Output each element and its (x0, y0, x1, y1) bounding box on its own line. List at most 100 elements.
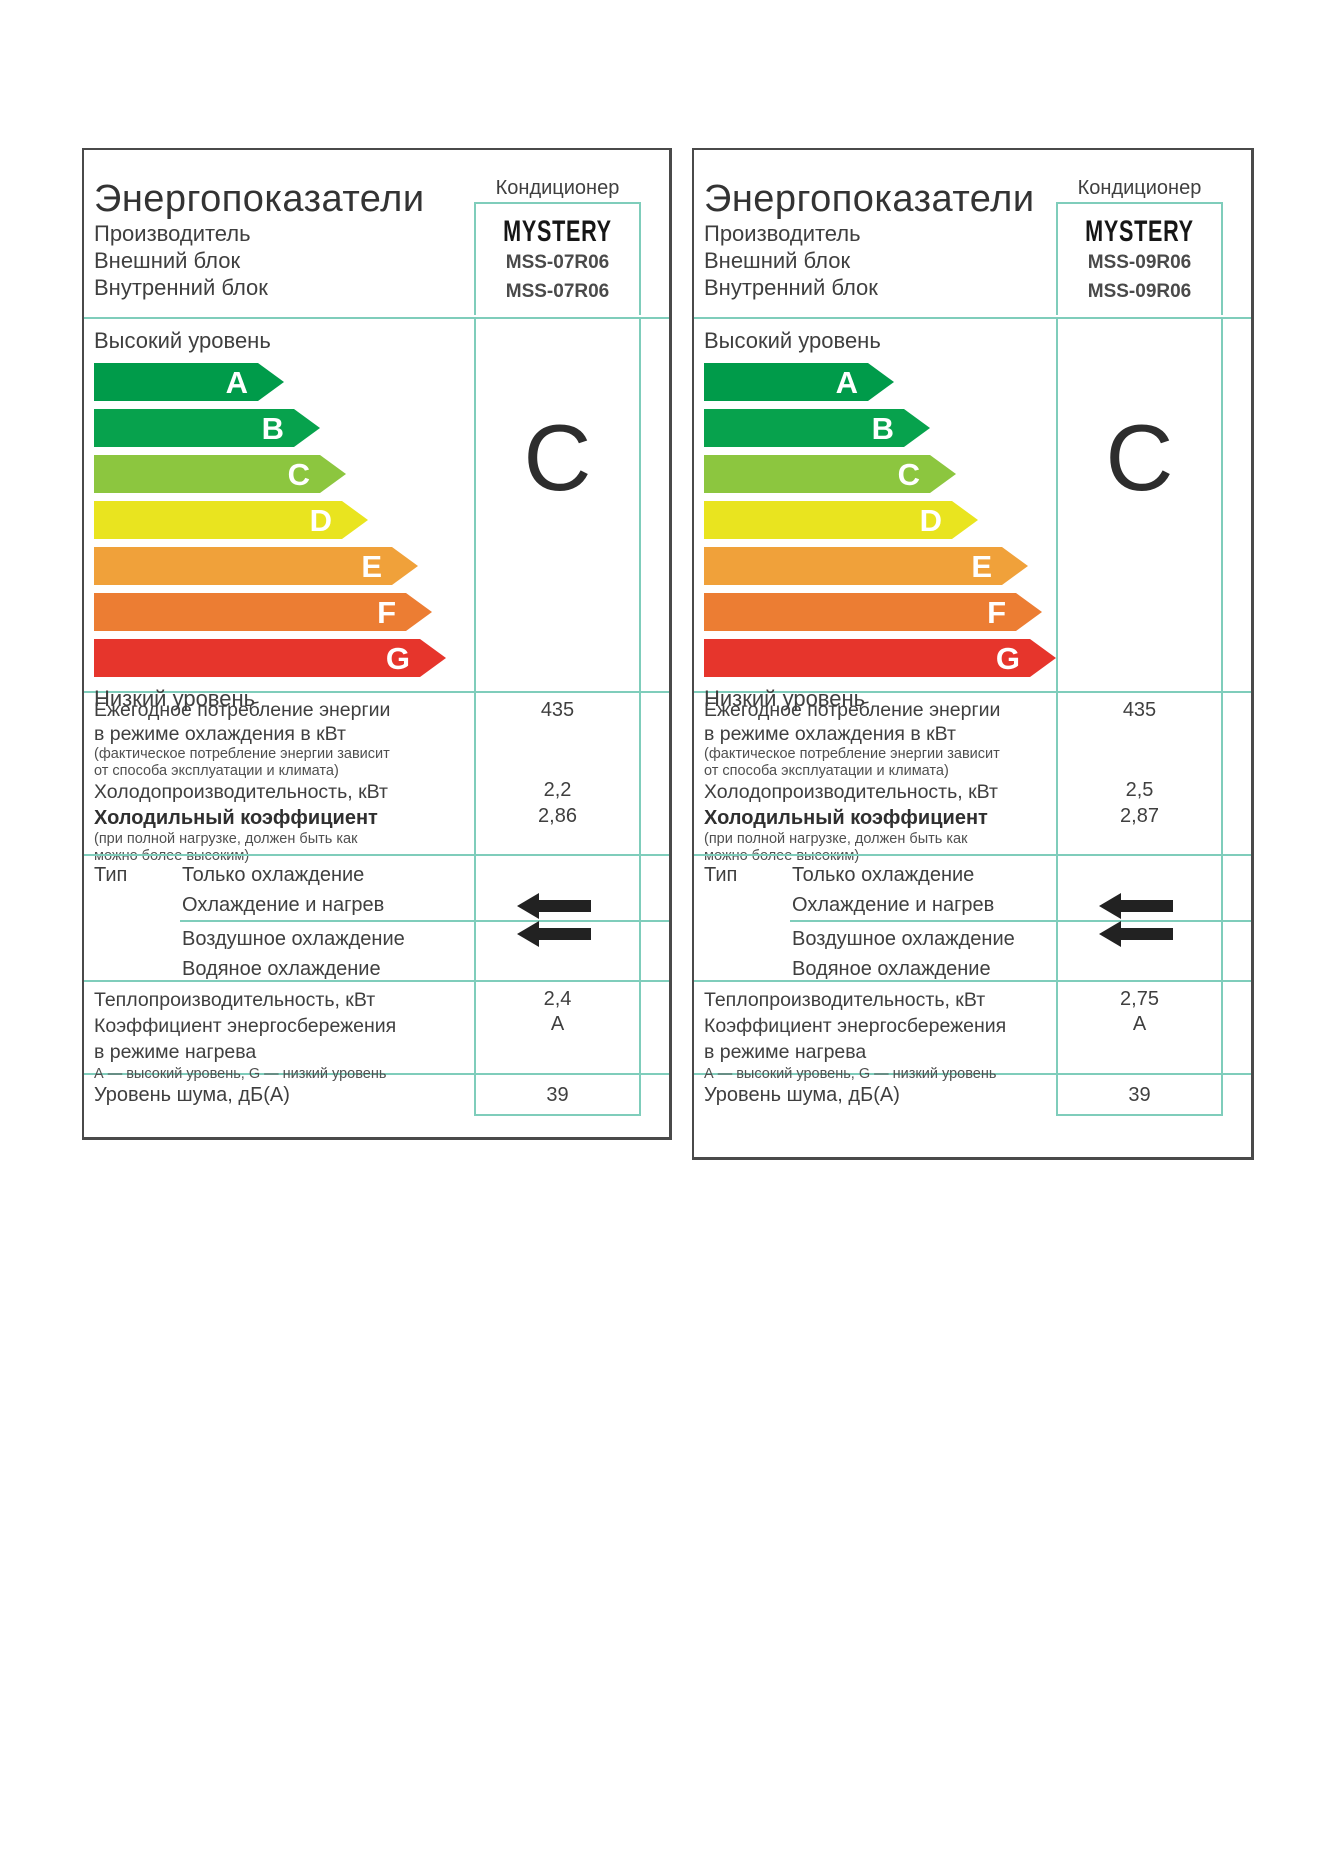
heating-values: 2,4 А (474, 982, 641, 1073)
consumption-labels: Ежегодное потребление энергии в режиме о… (694, 693, 1056, 864)
savings-coefficient-line1: Коэффициент энергосбережения (94, 1015, 397, 1037)
type-labels-2: Воздушное охлаждение Водяное охлаждение (694, 920, 1056, 980)
annual-consumption-value: 435 (1122, 699, 1157, 721)
noise-level-value: 39 (474, 1075, 641, 1116)
outdoor-unit-label: Внешний блок (94, 248, 241, 273)
scale-bar-D: D (704, 501, 978, 539)
type-value-cell-1 (474, 856, 641, 920)
label-header: Энергопоказатели Производитель Внешний б… (84, 150, 669, 317)
savings-coefficient-line1: Коэффициент энергосбережения (704, 1015, 1007, 1037)
selection-arrow-icon (516, 921, 591, 947)
annual-note-line2: от способа эксплуатации и климата) (704, 762, 949, 779)
consumption-values: 435 2,2 2,86 (474, 693, 641, 854)
page-title: Энергопоказатели (704, 178, 1035, 220)
brand-logo: MYSTERY (1085, 215, 1194, 248)
header-left: Энергопоказатели Производитель Внешний б… (84, 150, 474, 317)
type-label: Тип (704, 864, 738, 886)
type-labels-2: Воздушное охлаждение Водяное охлаждение (84, 920, 474, 980)
scale-bar-B: B (704, 409, 930, 447)
low-level-label: Низкий уровень (94, 686, 256, 711)
noise-label-area: Уровень шума, дБ(А) (694, 1075, 1056, 1116)
annual-consumption-line1: Ежегодное потребление энергии (704, 699, 1001, 721)
high-level-label: Высокий уровень (94, 328, 271, 353)
type-options-1: Только охлаждение Охлаждение и нагрев (182, 856, 474, 920)
type-section: Тип Только охлаждение Охлаждение и нагре… (84, 854, 669, 980)
eer-value: 2,86 (538, 805, 577, 827)
type-option-cooling-only: Только охлаждение (792, 864, 975, 886)
savings-coefficient-line2: в режиме нагрева (704, 1041, 867, 1063)
scale-bar-G: G (704, 639, 1056, 677)
noise-section: Уровень шума, дБ(А) 39 (694, 1073, 1251, 1116)
type-option-water-cooling: Водяное охлаждение (182, 958, 381, 980)
noise-level-value: 39 (1056, 1075, 1223, 1116)
label-header: Энергопоказатели Производитель Внешний б… (694, 150, 1251, 317)
type-value-cell-2 (474, 920, 641, 980)
heating-values: 2,75 А (1056, 982, 1223, 1073)
product-type: Кондиционер (1077, 177, 1202, 199)
scale-bar-A: A (94, 363, 284, 401)
noise-level-label: Уровень шума, дБ(А) (704, 1084, 900, 1106)
consumption-labels: Ежегодное потребление энергии в режиме о… (84, 693, 474, 864)
heating-capacity-value: 2,4 (543, 988, 572, 1010)
outdoor-model: MSS-09R06 (1087, 252, 1192, 273)
heating-capacity-label: Теплопроизводительность, кВт (704, 989, 986, 1011)
annual-note-line2: от способа эксплуатации и климата) (94, 762, 339, 779)
outdoor-model: MSS-07R06 (505, 252, 610, 273)
indoor-model: MSS-07R06 (505, 281, 610, 302)
annual-note-line1: (фактическое потребление энергии зависит (94, 746, 390, 762)
heating-section: Теплопроизводительность, кВт Коэффициент… (694, 980, 1251, 1082)
scale-letter-C: C (287, 456, 310, 492)
savings-coefficient-line2: в режиме нагрева (94, 1041, 257, 1063)
right-spacer (641, 693, 669, 854)
header-right: Кондиционер MYSTERY MSS-07R06 MSS-07R06 (474, 150, 641, 317)
heating-capacity-label: Теплопроизводительность, кВт (94, 989, 376, 1011)
type-option-air-cooling: Воздушное охлаждение (182, 928, 405, 950)
header-spacer (1223, 150, 1251, 317)
consumption-section: Ежегодное потребление энергии в режиме о… (84, 691, 669, 864)
right-spacer (641, 982, 669, 1073)
brand-box: MYSTERY MSS-07R06 MSS-07R06 (474, 202, 641, 315)
type-options-1: Только охлаждение Охлаждение и нагрев (792, 856, 1056, 920)
scale-bar-C: C (704, 455, 956, 493)
heating-labels: Теплопроизводительность, кВт Коэффициент… (84, 982, 474, 1082)
annual-consumption-value: 435 (540, 699, 575, 721)
manufacturer-label: Производитель (94, 221, 251, 246)
high-level-label: Высокий уровень (704, 328, 881, 353)
selection-arrow-icon (1098, 921, 1173, 947)
header-right: Кондиционер MYSTERY MSS-09R06 MSS-09R06 (1056, 150, 1223, 317)
brand-logo: MYSTERY (503, 215, 612, 248)
selection-arrow-icon (1098, 893, 1173, 919)
consumption-section: Ежегодное потребление энергии в режиме о… (694, 691, 1251, 864)
type-option-cooling-heating: Охлаждение и нагрев (792, 894, 995, 916)
type-value-cell-1 (1056, 856, 1223, 920)
right-spacer (1223, 319, 1251, 691)
cooling-capacity-value: 2,5 (1125, 779, 1154, 801)
type-inner-divider (790, 920, 1251, 922)
indoor-unit-label: Внутренний блок (94, 275, 268, 300)
scale-bar-A: A (704, 363, 894, 401)
type-section: Тип Только охлаждение Охлаждение и нагре… (694, 854, 1251, 980)
savings-note: А — высокий уровень, G — низкий уровень (704, 1066, 997, 1082)
heating-labels: Теплопроизводительность, кВт Коэффициент… (694, 982, 1056, 1082)
type-options-2: Воздушное охлаждение Водяное охлаждение (792, 920, 1056, 980)
low-level-label: Низкий уровень (704, 686, 866, 711)
scale-letter-F: F (377, 594, 396, 630)
noise-level-label: Уровень шума, дБ(А) (94, 1084, 290, 1106)
right-spacer (1223, 693, 1251, 854)
type-option-air-cooling: Воздушное охлаждение (792, 928, 1015, 950)
type-label: Тип (94, 864, 128, 886)
eer-label: Холодильный коэффициент (94, 807, 378, 829)
page-title: Энергопоказатели (94, 178, 425, 220)
annual-consumption-line2: в режиме охлаждения в кВт (94, 723, 346, 745)
type-subrow-air: Воздушное охлаждение Водяное охлаждение (84, 920, 669, 980)
type-option-cooling-only: Только охлаждение (182, 864, 365, 886)
type-labels-1: Тип Только охлаждение Охлаждение и нагре… (84, 856, 474, 920)
product-type: Кондиционер (495, 177, 620, 199)
eer-note-line1: (при полной нагрузке, должен быть как (94, 831, 358, 847)
